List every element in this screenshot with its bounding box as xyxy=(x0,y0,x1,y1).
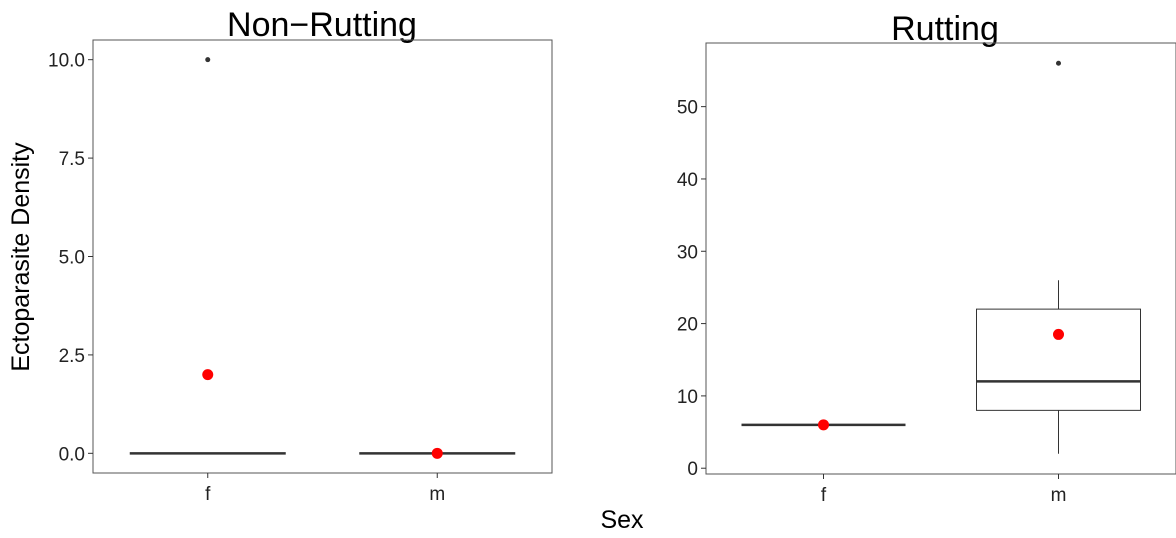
y-tick-label: 5.0 xyxy=(59,248,85,269)
y-tick-label: 7.5 xyxy=(59,149,85,170)
y-axis: 0 10 20 30 40 50 xyxy=(677,98,706,480)
boxplot-m xyxy=(359,447,516,459)
mean-point xyxy=(818,419,829,431)
x-tick-label: m xyxy=(1051,485,1067,506)
mean-point xyxy=(202,369,214,381)
plot-frame xyxy=(705,42,1176,475)
y-tick-label: 0.0 xyxy=(59,444,85,465)
x-tick-label: f xyxy=(821,485,827,506)
outlier-point xyxy=(205,57,211,63)
y-tick-label: 30 xyxy=(677,242,698,263)
x-axis-title: Sex xyxy=(600,506,644,534)
plot-frame xyxy=(92,39,553,474)
y-tick-label: 40 xyxy=(677,170,698,191)
panel-title: Rutting xyxy=(891,10,999,48)
boxplots xyxy=(129,57,516,459)
y-axis: 0.0 2.5 5.0 7.5 10.0 xyxy=(48,51,93,465)
boxplot-m xyxy=(976,60,1141,454)
mean-point xyxy=(431,447,443,459)
boxplot-f xyxy=(129,57,286,455)
box xyxy=(976,308,1141,411)
x-tick-label: f xyxy=(205,484,211,505)
boxplot-f xyxy=(741,419,906,431)
y-tick-label: 10 xyxy=(677,387,698,408)
y-tick-label: 0 xyxy=(687,459,698,480)
y-axis-title: Ectoparasite Density xyxy=(7,142,35,372)
x-tick-label: m xyxy=(429,484,445,505)
outlier-point xyxy=(1056,60,1061,66)
y-tick-label: 20 xyxy=(677,315,698,336)
y-tick-label: 10.0 xyxy=(48,51,85,72)
panel-title: Non−Rutting xyxy=(227,6,417,44)
y-tick-label: 2.5 xyxy=(59,346,85,367)
boxplots xyxy=(741,60,1141,454)
mean-point xyxy=(1053,328,1064,340)
y-tick-label: 50 xyxy=(677,98,698,119)
